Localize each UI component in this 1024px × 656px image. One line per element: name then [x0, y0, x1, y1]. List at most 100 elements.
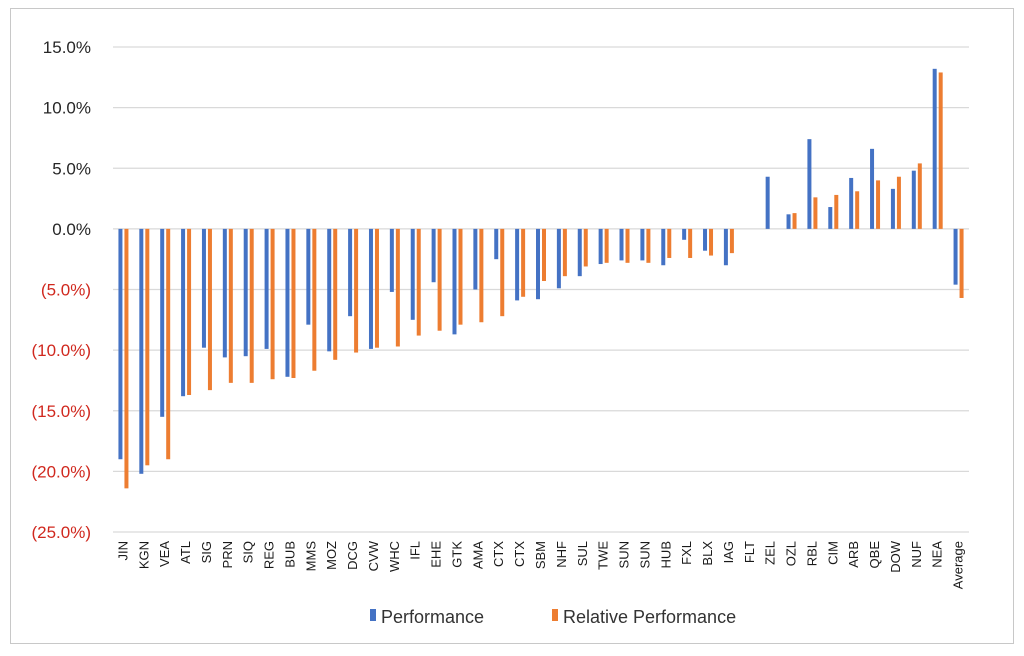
bar-relative-performance-ctx [500, 228, 505, 317]
x-tick-label: AMA [470, 541, 485, 570]
bar-performance-dow [890, 188, 895, 229]
bar-relative-performance-kgn [145, 228, 150, 466]
x-tick-label: NEA [930, 541, 945, 568]
bar-relative-performance-cim [834, 194, 839, 229]
bar-performance-hub [661, 228, 666, 266]
bar-performance-reg [264, 228, 269, 349]
y-tick-label: (25.0%) [31, 523, 91, 542]
x-tick-label: IAG [721, 541, 736, 563]
bar-performance-qbe [870, 148, 875, 229]
bar-performance-kgn [139, 228, 144, 474]
x-tick-label: NUF [909, 541, 924, 568]
bar-performance-moz [327, 228, 332, 352]
x-tick-label: NHF [554, 541, 569, 568]
bar-relative-performance-blx [709, 228, 714, 256]
bar-chart: 15.0% 10.0% 5.0% 0.0% (5.0%) (10.0%) (15.0%) (2… [31, 38, 969, 627]
bar-relative-performance-atl [187, 228, 192, 395]
bar-performance-fxl [682, 228, 687, 240]
x-tick-label: SUL [575, 541, 590, 566]
x-tick-label: TWE [596, 541, 611, 570]
bar-performance-ctx [494, 228, 499, 260]
bar-relative-performance-gtk [458, 228, 463, 325]
bar-relative-performance-average [959, 228, 964, 298]
bar-performance-mms [306, 228, 311, 325]
x-tick-label: DOW [888, 540, 903, 573]
x-tick-label: IFL [408, 541, 423, 560]
x-tick-label: OZL [784, 541, 799, 566]
x-tick-label: ARB [846, 541, 861, 568]
bar-relative-performance-siq [249, 228, 254, 383]
y-tick-label: (20.0%) [31, 462, 91, 481]
x-tick-label: PRN [220, 541, 235, 568]
bar-performance-atl [181, 228, 186, 397]
x-tick-label: SUN [637, 541, 652, 568]
y-tick-label: (15.0%) [31, 402, 91, 421]
bar-performance-arb [849, 177, 854, 229]
x-tick-label: ATL [178, 541, 193, 564]
bar-relative-performance-ifl [416, 228, 421, 336]
bar-relative-performance-iag [729, 228, 734, 254]
bar-relative-performance-nuf [917, 163, 922, 229]
bar-performance-prn [222, 228, 227, 358]
y-tick-label: 5.0% [52, 159, 91, 178]
bar-performance-iag [723, 228, 728, 266]
x-tick-label: JIN [115, 541, 130, 561]
legend: Performance Relative Performance [370, 607, 736, 627]
bar-performance-cim [828, 207, 833, 229]
bar-performance-blx [703, 228, 708, 251]
x-tick-label: MOZ [324, 541, 339, 570]
bar-performance-twe [598, 228, 603, 265]
x-tick-label: VEA [157, 541, 172, 567]
bar-relative-performance-reg [270, 228, 275, 380]
y-tick-label: 15.0% [43, 38, 91, 57]
x-tick-label: SIG [199, 541, 214, 563]
bar-relative-performance-bub [291, 228, 296, 379]
bar-relative-performance-twe [604, 228, 609, 263]
x-tick-label: FXL [679, 541, 694, 565]
x-tick-label: RBL [804, 541, 819, 566]
bar-relative-performance-rbl [813, 197, 818, 229]
bar-performance-ifl [410, 228, 415, 320]
y-tick-label: 10.0% [43, 99, 91, 118]
x-tick-label: FLT [742, 541, 757, 563]
bar-relative-performance-nea [938, 72, 943, 229]
bar-performance-sbm [536, 228, 540, 300]
chart-frame: 15.0% 10.0% 5.0% 0.0% (5.0%) (10.0%) (15.0%) (2… [10, 8, 1014, 644]
legend-swatch-performance [370, 609, 376, 621]
bar-performance-jin [118, 228, 123, 460]
legend-label-performance: Performance [381, 607, 484, 627]
bar-relative-performance-sun [625, 228, 630, 263]
bar-relative-performance-ctx [521, 228, 526, 297]
x-tick-label: SUN [617, 541, 632, 568]
bar-performance-ama [473, 228, 478, 290]
x-tick-label: SBM [533, 541, 548, 569]
bar-performance-nuf [911, 170, 916, 229]
bar-relative-performance-mms [312, 228, 317, 371]
x-tick-label: DCG [345, 541, 360, 570]
x-tick-label: QBE [867, 541, 882, 569]
legend-swatch-relative-performance [552, 609, 558, 621]
bar-performance-ctx [515, 228, 520, 301]
bar-performance-nhf [556, 228, 561, 289]
x-tick-label: CIM [825, 541, 840, 565]
x-tick-label: EHE [429, 541, 444, 568]
bar-performance-nea [932, 68, 937, 229]
bar-relative-performance-nhf [562, 228, 567, 277]
x-tick-label: HUB [658, 541, 673, 568]
x-tick-label: CTX [491, 541, 506, 567]
bar-relative-performance-sul [583, 228, 588, 267]
x-tick-label: WHC [387, 541, 402, 572]
gridlines [113, 46, 969, 533]
bar-relative-performance-sig [207, 228, 212, 391]
legend-label-relative-performance: Relative Performance [563, 607, 736, 627]
y-tick-label: 0.0% [52, 220, 91, 239]
bar-relative-performance-arb [855, 191, 860, 229]
bar-relative-performance-vea [166, 228, 171, 460]
x-tick-label: BLX [700, 541, 715, 566]
bar-relative-performance-ama [479, 228, 484, 323]
bar-performance-zel [765, 176, 770, 229]
bar-performance-gtk [452, 228, 457, 335]
bar-relative-performance-whc [395, 228, 400, 347]
bar-relative-performance-prn [228, 228, 233, 383]
x-tick-label: GTK [449, 541, 464, 568]
